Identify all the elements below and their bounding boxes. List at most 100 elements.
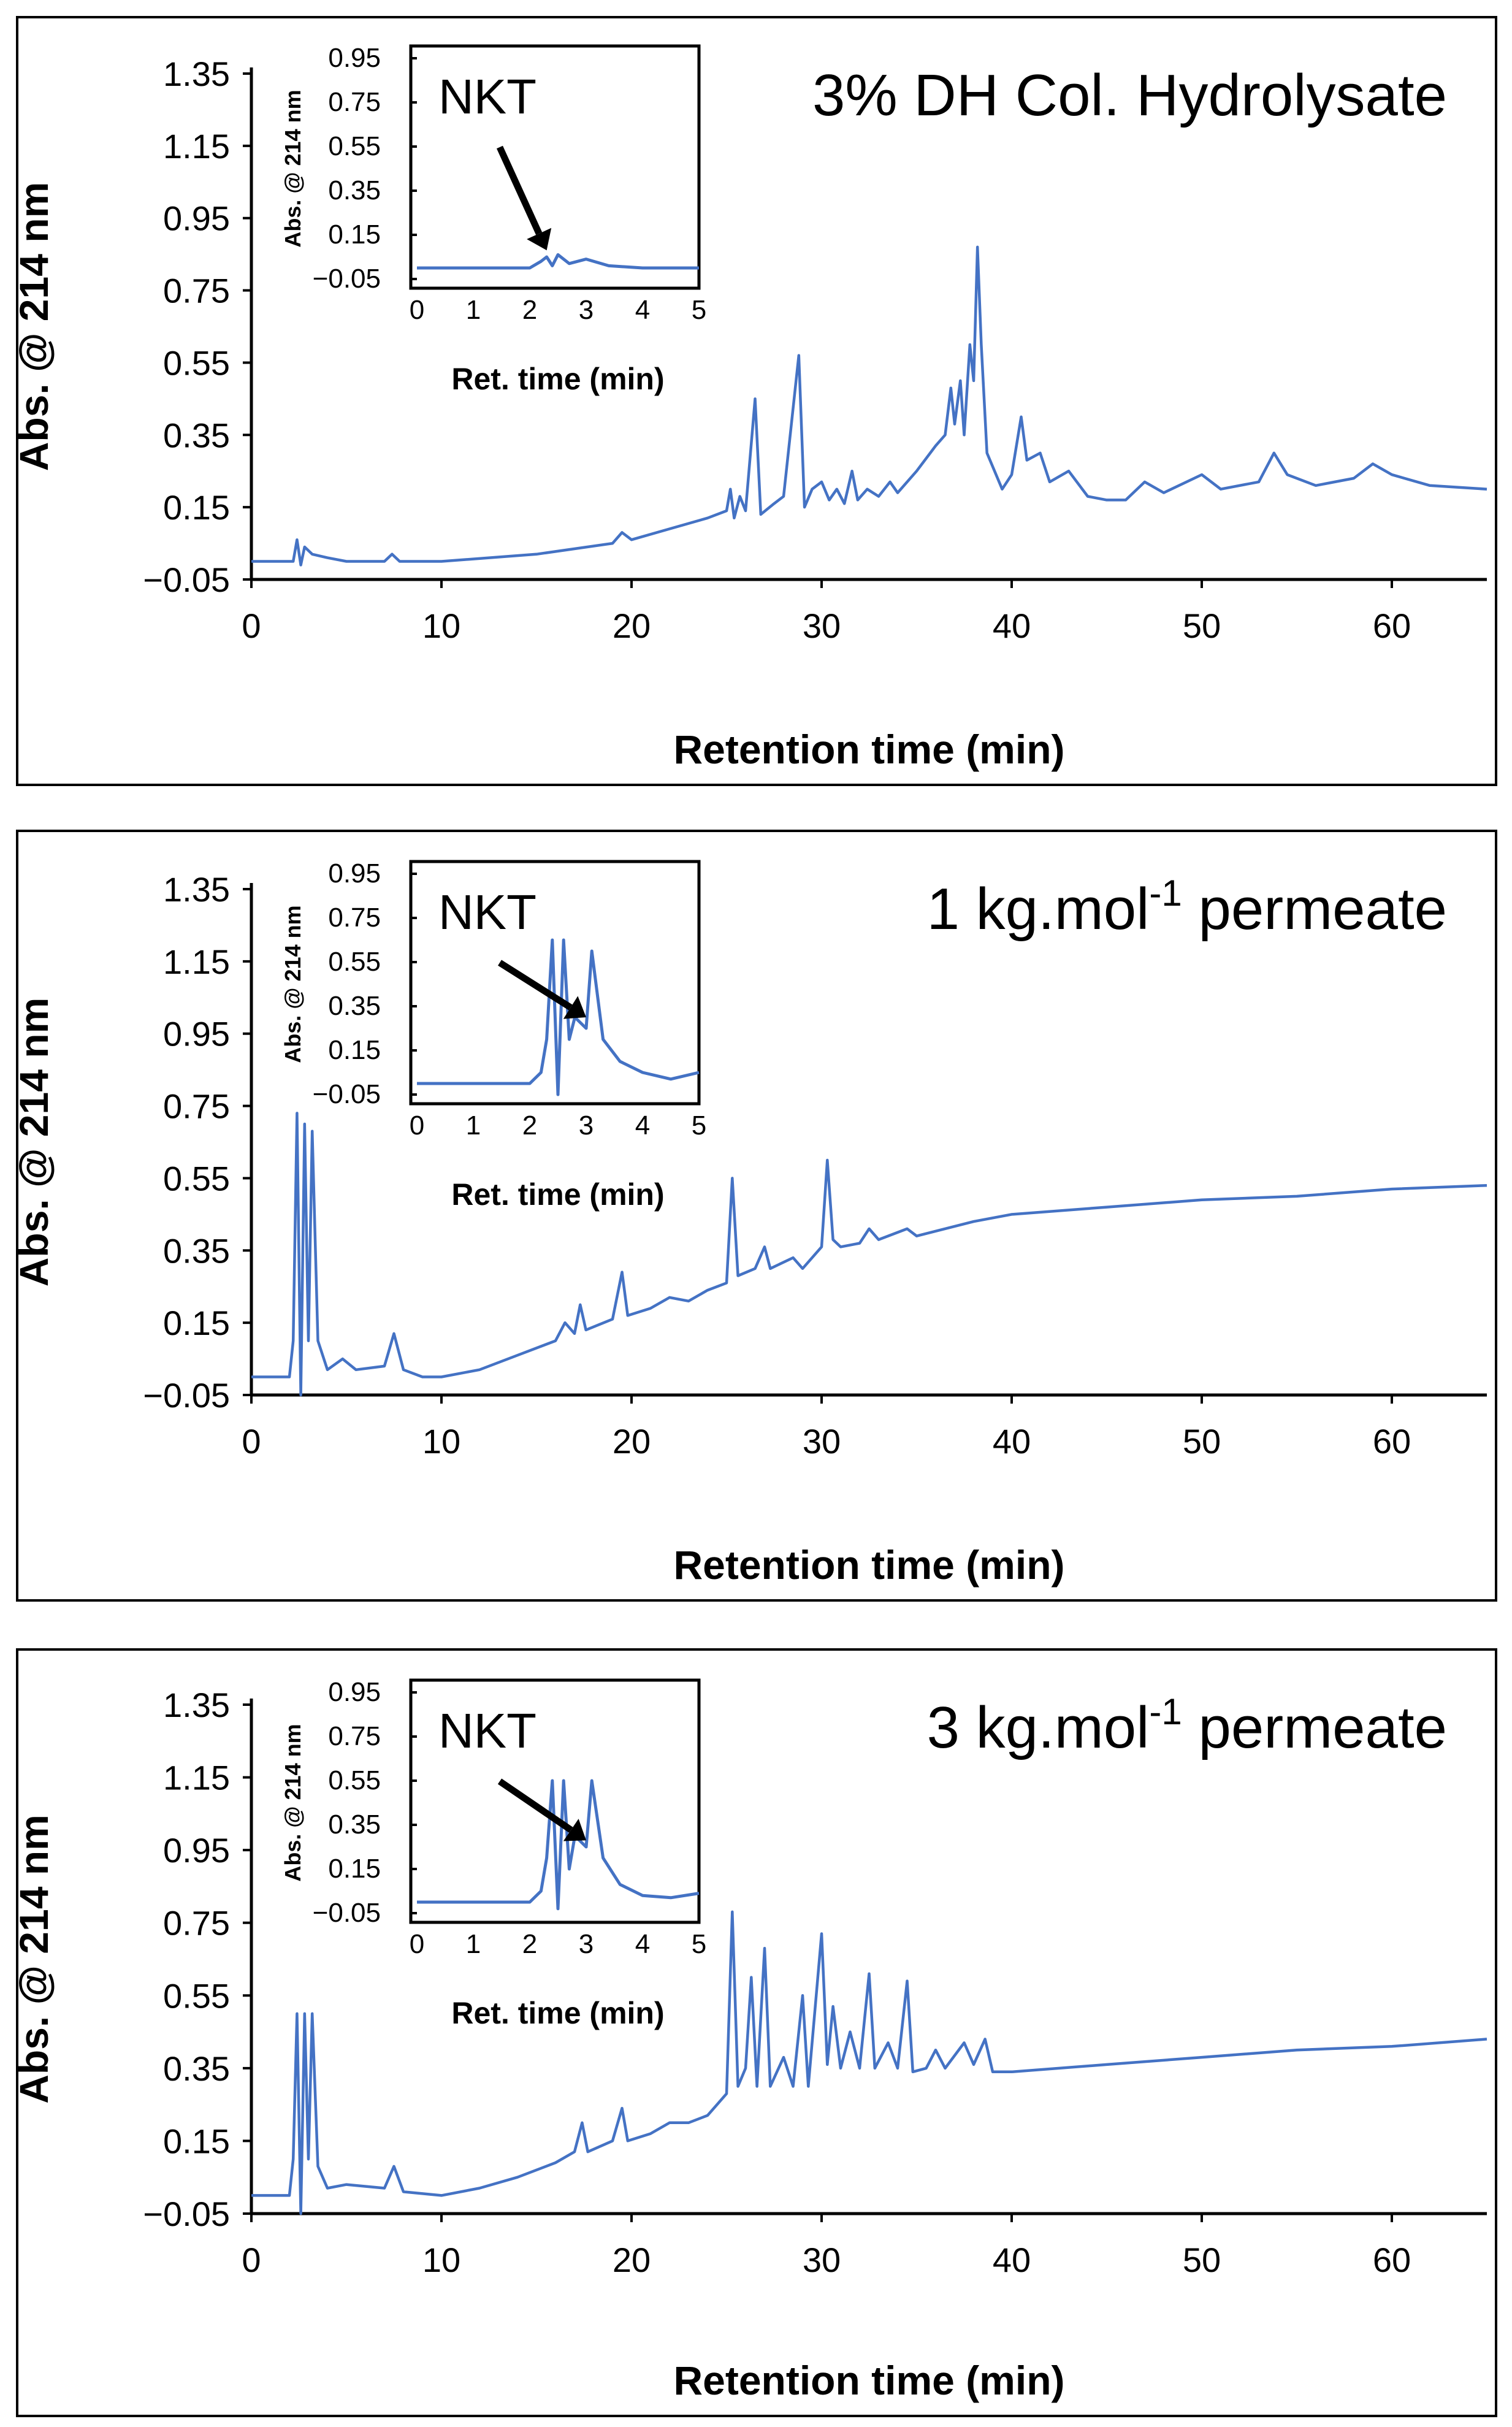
nkt-arrow-head xyxy=(527,227,552,251)
inset-y-tick-label: −0.05 xyxy=(313,264,381,294)
inset-x-tick-label: 0 xyxy=(410,1929,424,1959)
inset-x-tick-label: 1 xyxy=(466,295,481,325)
inset-x-tick-label: 3 xyxy=(579,1929,594,1959)
inset-chart: −0.05 0.15 0.35 0.55 0.75 0.95 0 1 2 3 4 5 Ret. time… xyxy=(280,1677,706,2030)
nkt-arrow-shaft xyxy=(497,1778,573,1833)
nkt-arrow-head xyxy=(563,1819,586,1841)
inset-x-tick-label: 1 xyxy=(466,1929,481,1959)
inset-y-tick-label: 0.75 xyxy=(328,1721,381,1751)
y-tick-label: 1.15 xyxy=(163,1759,230,1797)
x-tick-label: 50 xyxy=(1183,2241,1221,2279)
inset-y-tick-label: 0.95 xyxy=(328,1677,381,1707)
x-tick-label: 60 xyxy=(1373,1422,1411,1461)
inset-x-tick-label: 2 xyxy=(522,295,537,325)
inset-y-tick-label: 0.35 xyxy=(328,991,381,1021)
inset-frame xyxy=(409,44,701,290)
inset-x-tick-label: 5 xyxy=(692,1929,706,1959)
x-tick-label: 10 xyxy=(422,2241,460,2279)
inset-frame xyxy=(409,860,701,1106)
x-tick-label: 40 xyxy=(993,2241,1031,2279)
y-tick-label: 0.15 xyxy=(163,488,230,527)
x-tick-label: 20 xyxy=(613,606,651,645)
inset-x-tick-label: 3 xyxy=(579,295,594,325)
inset-y-tick-label: 0.75 xyxy=(328,87,381,117)
y-tick-label: 0.55 xyxy=(163,1159,230,1198)
inset-series-line xyxy=(417,253,699,270)
x-tick-label: 0 xyxy=(242,2241,261,2279)
y-tick-label: 0.95 xyxy=(163,1015,230,1053)
x-tick-label: 30 xyxy=(803,1422,841,1461)
x-tick-label: 60 xyxy=(1373,2241,1411,2279)
inset-x-tick-label: 5 xyxy=(692,1110,706,1141)
panel-frame xyxy=(16,16,1497,786)
inset-x-tick-label: 4 xyxy=(635,1110,650,1141)
y-tick-label: 0.15 xyxy=(163,2122,230,2160)
y-tick-label: 0.75 xyxy=(163,1087,230,1126)
x-tick-label: 10 xyxy=(422,1422,460,1461)
nkt-annotation: NKT xyxy=(438,885,536,939)
inset-frame xyxy=(409,1678,701,1924)
y-tick-label: −0.05 xyxy=(143,560,230,599)
inset-series-line xyxy=(417,1779,700,1911)
inset-chart: −0.05 0.15 0.35 0.55 0.75 0.95 0 1 2 3 4 5 Ret. time… xyxy=(280,858,706,1212)
y-tick-label: 0.95 xyxy=(163,199,230,238)
y-tick-label: −0.05 xyxy=(143,2195,230,2233)
y-axis-label: Abs. @ 214 nm xyxy=(11,182,56,472)
y-tick-label: 1.35 xyxy=(163,870,230,909)
inset-y-tick-label: 0.15 xyxy=(328,1035,381,1065)
inset-y-axis-label: Abs. @ 214 nm xyxy=(280,905,305,1063)
x-tick-label: 40 xyxy=(993,1422,1031,1461)
inset-y-tick-label: 0.95 xyxy=(328,858,381,889)
inset-x-axis-label: Ret. time (min) xyxy=(451,1996,664,2030)
inset-x-tick-label: 3 xyxy=(579,1110,594,1141)
series-line xyxy=(251,1910,1487,2215)
panel-title: 1 kg.mol-1 permeate xyxy=(927,873,1447,942)
inset-y-axis-label: Abs. @ 214 nm xyxy=(280,1724,305,1881)
inset-x-tick-label: 5 xyxy=(692,295,706,325)
inset-y-tick-label: 0.35 xyxy=(328,1810,381,1840)
x-tick-label: 30 xyxy=(803,606,841,645)
inset-y-axis-label: Abs. @ 214 nm xyxy=(280,90,305,247)
x-axis-label: Retention time (min) xyxy=(674,2358,1065,2403)
inset-x-tick-label: 2 xyxy=(522,1929,537,1959)
x-tick-label: 20 xyxy=(613,1422,651,1461)
chart-panel-3: −0.050.150.350.550.750.951.151.350 10 20 30… xyxy=(11,1648,1497,2417)
x-tick-label: 10 xyxy=(422,606,460,645)
x-tick-label: 0 xyxy=(242,606,261,645)
chart-panel-2: −0.050.150.350.550.750.951.151.350 10 20 30… xyxy=(11,830,1497,1602)
y-tick-label: 1.35 xyxy=(163,1686,230,1724)
nkt-arrow-head xyxy=(563,996,586,1019)
y-tick-label: 0.75 xyxy=(163,272,230,310)
y-tick-label: 0.35 xyxy=(163,1231,230,1270)
nkt-arrow-shaft xyxy=(496,145,543,235)
y-axis-label: Abs. @ 214 nm xyxy=(11,1814,56,2104)
y-tick-label: −0.05 xyxy=(143,1376,230,1415)
panel-frame xyxy=(16,830,1497,1602)
chart-panel-1: −0.050.150.350.550.750.951.151.350 10 20 30… xyxy=(11,16,1497,786)
x-tick-label: 30 xyxy=(803,2241,841,2279)
x-tick-label: 50 xyxy=(1183,1422,1221,1461)
y-tick-label: 0.55 xyxy=(163,343,230,382)
y-tick-label: 0.15 xyxy=(163,1304,230,1342)
series-line xyxy=(251,1112,1487,1397)
inset-y-tick-label: 0.15 xyxy=(328,220,381,250)
y-tick-label: 1.15 xyxy=(163,942,230,981)
inset-y-tick-label: 0.55 xyxy=(328,131,381,161)
y-tick-label: 0.35 xyxy=(163,416,230,454)
y-tick-label: 0.55 xyxy=(163,1976,230,2015)
x-tick-label: 60 xyxy=(1373,606,1411,645)
x-axis-label: Retention time (min) xyxy=(674,1542,1065,1588)
x-axis-label: Retention time (min) xyxy=(674,727,1065,772)
y-tick-label: 1.35 xyxy=(163,55,230,93)
series-line xyxy=(251,245,1487,567)
inset-x-tick-label: 0 xyxy=(410,1110,424,1141)
nkt-annotation: NKT xyxy=(438,69,536,124)
y-tick-label: 0.95 xyxy=(163,1831,230,1870)
inset-x-tick-label: 2 xyxy=(522,1110,537,1141)
x-tick-label: 20 xyxy=(613,2241,651,2279)
inset-y-tick-label: 0.55 xyxy=(328,1765,381,1795)
nkt-annotation: NKT xyxy=(438,1703,536,1758)
inset-y-tick-label: 0.15 xyxy=(328,1854,381,1884)
inset-x-tick-label: 0 xyxy=(410,295,424,325)
